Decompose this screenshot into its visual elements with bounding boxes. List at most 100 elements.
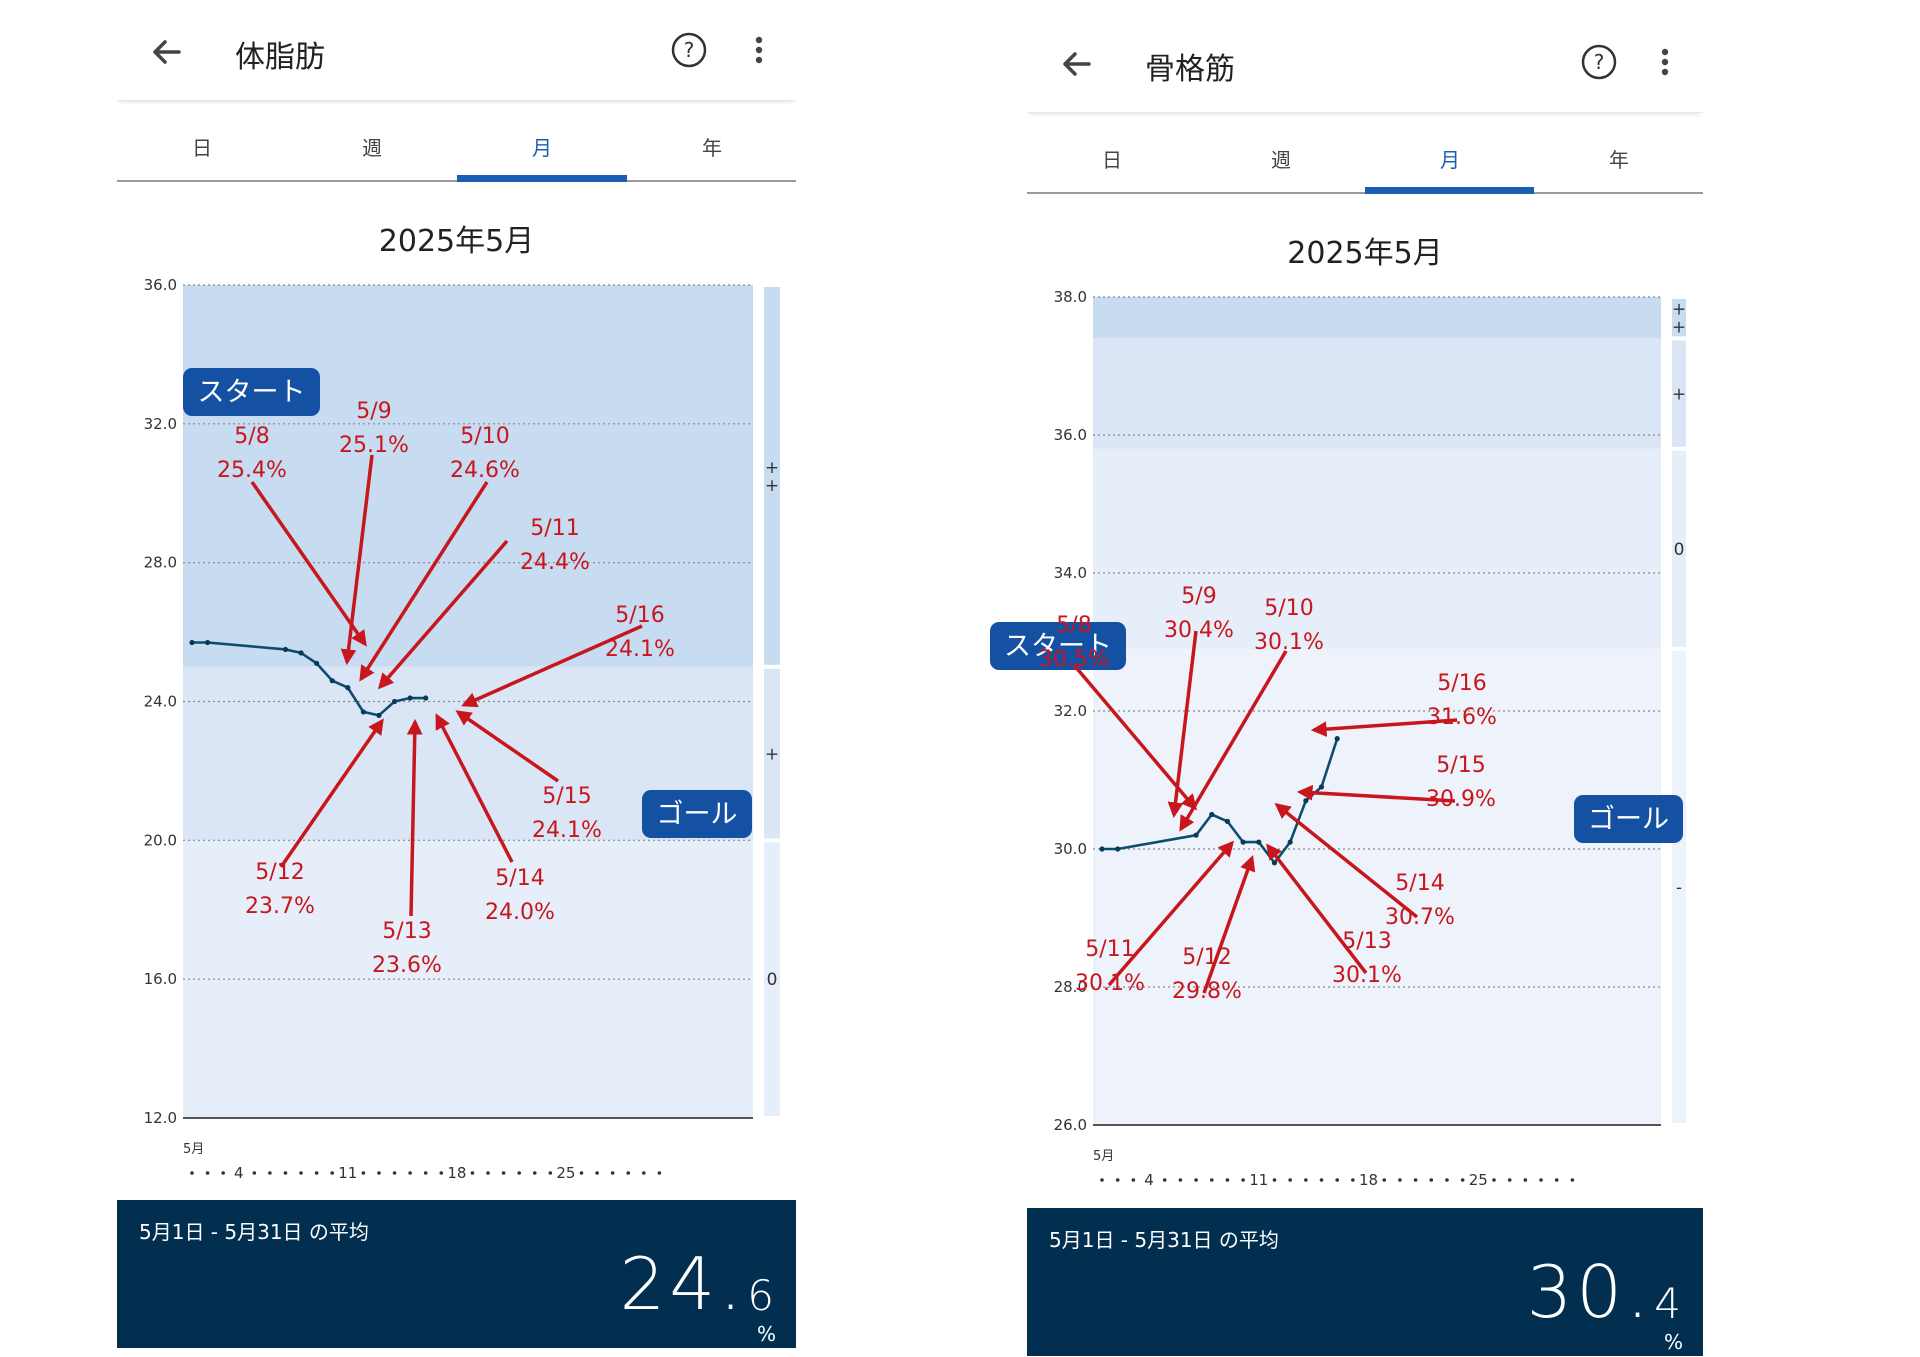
tab-year[interactable]: 年 (1609, 148, 1629, 172)
tab-month[interactable]: 月 (532, 136, 552, 160)
tab-month[interactable]: 月 (1440, 148, 1460, 172)
zone-label: + (1672, 385, 1686, 405)
data-point (1287, 839, 1293, 845)
page-title: 体脂肪 (235, 40, 325, 75)
y-tick-label: 20.0 (144, 831, 177, 849)
annotation-value: 25.4% (217, 458, 287, 483)
annotation-date: 5/9 (1181, 584, 1216, 609)
average-value: 30. (1526, 1250, 1653, 1334)
x-axis-dot (1382, 1178, 1387, 1182)
x-axis-dot (1131, 1178, 1136, 1182)
annotation-date: 5/11 (530, 516, 579, 541)
x-axis-dot (408, 1171, 412, 1175)
start-badge-label: スタート (1004, 631, 1112, 662)
annotation-date: 5/13 (382, 919, 431, 944)
data-point (1334, 736, 1340, 742)
y-tick-label: 38.0 (1054, 288, 1087, 306)
tab-day[interactable]: 日 (192, 136, 212, 160)
zone-label: + (765, 458, 779, 478)
x-axis-dot (1115, 1178, 1120, 1182)
tab-year[interactable]: 年 (702, 136, 722, 160)
data-point (360, 709, 366, 715)
data-point (298, 650, 304, 656)
x-tick-label: 18 (1359, 1171, 1378, 1189)
active-tab-indicator (1365, 187, 1534, 194)
annotation-date: 5/11 (1085, 937, 1134, 962)
zone-label: + (1672, 318, 1686, 338)
x-axis-dot (579, 1171, 584, 1175)
more-options-icon[interactable] (1655, 42, 1675, 82)
annotation-value: 24.6% (450, 458, 520, 483)
back-arrow-icon[interactable] (1053, 36, 1101, 92)
data-point (1099, 846, 1105, 852)
more-options-icon[interactable] (749, 30, 769, 70)
average-label: 5月1日 - 5月31日 の平均 (139, 1220, 369, 1244)
goal-badge (642, 790, 752, 838)
annotation-arrow (406, 718, 423, 917)
x-axis-dot (626, 1171, 631, 1175)
y-tick-label: 12.0 (144, 1109, 177, 1127)
data-point (189, 639, 195, 646)
annotation-value: 23.6% (372, 953, 442, 978)
annotation-date: 5/8 (234, 424, 269, 449)
annotation-value: 29.8% (1172, 979, 1242, 1004)
x-tick-label: 4 (234, 1164, 244, 1182)
start-badge (990, 622, 1126, 670)
app-bar: 骨格筋 ? (1027, 12, 1703, 113)
start-badge (183, 368, 320, 416)
annotation-arrow (455, 710, 559, 783)
help-icon[interactable]: ? (1579, 42, 1619, 82)
x-axis-dot (1523, 1178, 1528, 1182)
svg-text:?: ? (1594, 50, 1605, 74)
x-month-label: 5月 (1093, 1149, 1114, 1164)
x-axis-dot (1429, 1178, 1434, 1182)
zone-label: - (1676, 878, 1682, 898)
zone-bar (764, 842, 780, 1116)
data-point (376, 712, 382, 718)
x-axis-dot (221, 1171, 225, 1175)
period-tabs: 日 週 月 年 (1027, 112, 1703, 194)
y-tick-label: 34.0 (1054, 564, 1087, 582)
app-bar: 体脂肪 ? (117, 0, 796, 101)
annotation-arrow (377, 539, 509, 690)
annotation-date: 5/14 (1395, 871, 1444, 896)
x-axis-dot (1319, 1178, 1324, 1182)
zone-bar (1672, 450, 1686, 647)
x-axis-dot (657, 1171, 662, 1175)
x-axis-dot (392, 1171, 397, 1175)
x-axis-dot (1178, 1178, 1183, 1182)
average-box: 5月1日 - 5月31日 の平均 24. 6 % (117, 1200, 796, 1348)
x-axis-dot (1570, 1178, 1575, 1182)
x-axis-dot (1241, 1178, 1245, 1182)
x-tick-label: 18 (447, 1164, 466, 1182)
data-point (1224, 818, 1231, 825)
data-point (423, 695, 429, 701)
zone-bar (1672, 650, 1686, 1123)
annotation-arrow (359, 481, 489, 682)
annotation-date: 5/13 (1342, 929, 1391, 954)
annotation-arrow (461, 624, 643, 708)
data-point (407, 695, 413, 701)
x-axis-dot (423, 1171, 428, 1175)
data-point (1303, 798, 1309, 804)
average-box: 5月1日 - 5月31日 の平均 30. 4 % (1027, 1208, 1703, 1356)
x-tick-label: 11 (338, 1164, 357, 1182)
zone-label: 0 (767, 970, 778, 990)
annotation-arrow (1107, 840, 1235, 987)
x-tick-label: 25 (1469, 1171, 1488, 1189)
x-axis-dot (532, 1171, 537, 1175)
tab-day[interactable]: 日 (1102, 148, 1122, 172)
annotation-date: 5/15 (1436, 753, 1485, 778)
data-point (314, 660, 320, 666)
help-icon[interactable]: ? (669, 30, 709, 70)
annotation-value: 30.7% (1385, 905, 1455, 930)
x-axis-dot (1209, 1178, 1214, 1182)
tab-week[interactable]: 週 (1271, 148, 1291, 172)
body-fat-panel: 体脂肪 ? 日 週 月 年 2025年5月 + + +0 12.0 16.0 20.0 24… (117, 0, 796, 1357)
back-arrow-icon[interactable] (143, 24, 191, 80)
x-axis-dot (1413, 1178, 1418, 1182)
annotation-date: 5/12 (1182, 945, 1231, 970)
x-axis-dot (1460, 1178, 1465, 1182)
skeletal-muscle-panel: 骨格筋 ? 日 週 月 年 2025年5月 + + +0-26.0 28.0 30.0 3… (990, 0, 1703, 1357)
tab-week[interactable]: 週 (362, 136, 382, 160)
